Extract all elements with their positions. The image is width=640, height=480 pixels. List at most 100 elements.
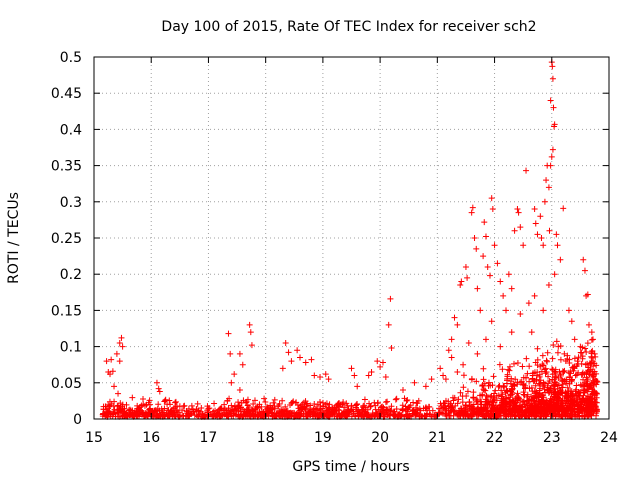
- data-point: [473, 378, 480, 385]
- data-point: [129, 410, 136, 417]
- data-point: [462, 263, 469, 270]
- data-point: [497, 278, 504, 285]
- data-point: [564, 352, 571, 359]
- data-point: [403, 411, 410, 418]
- data-point: [454, 368, 461, 375]
- data-point: [531, 377, 538, 384]
- data-point: [130, 411, 137, 418]
- data-point: [140, 401, 147, 408]
- data-point: [116, 409, 123, 416]
- data-point: [460, 384, 467, 391]
- data-point: [488, 195, 495, 202]
- data-point: [498, 402, 505, 409]
- data-point: [115, 390, 122, 397]
- data-point: [204, 403, 211, 410]
- data-point: [374, 358, 381, 365]
- data-point: [548, 397, 555, 404]
- data-point: [135, 406, 142, 413]
- data-point: [211, 400, 218, 407]
- data-point: [520, 398, 527, 405]
- data-point: [451, 314, 458, 321]
- x-tick-label: 17: [200, 430, 218, 446]
- data-point: [435, 409, 442, 416]
- data-point: [470, 404, 477, 411]
- data-point: [285, 349, 292, 356]
- data-point: [588, 379, 595, 386]
- data-point: [551, 368, 558, 375]
- data-point: [448, 354, 455, 361]
- data-point: [108, 356, 115, 363]
- data-point: [542, 370, 549, 377]
- data-point: [517, 224, 524, 231]
- data-point: [486, 272, 493, 279]
- data-point: [183, 413, 190, 420]
- data-point: [582, 345, 589, 352]
- data-point: [550, 382, 557, 389]
- data-point: [547, 97, 554, 104]
- data-point: [489, 206, 496, 213]
- data-point: [258, 408, 265, 415]
- data-point: [271, 396, 278, 403]
- data-point: [381, 409, 388, 416]
- data-point: [116, 339, 123, 346]
- data-point: [449, 394, 456, 401]
- data-point: [490, 373, 497, 380]
- data-point: [129, 394, 136, 401]
- data-point: [355, 410, 362, 417]
- data-point: [398, 412, 405, 419]
- y-tick-label: 0.05: [51, 376, 82, 392]
- data-point: [225, 330, 232, 337]
- data-point: [594, 406, 601, 413]
- data-point: [520, 391, 527, 398]
- data-point: [384, 398, 391, 405]
- y-tick-label: 0.2: [60, 267, 82, 283]
- data-point: [494, 260, 501, 267]
- data-point: [473, 396, 480, 403]
- y-tick-label: 0: [73, 412, 82, 428]
- data-point: [460, 361, 467, 368]
- data-point: [359, 409, 366, 416]
- data-point: [500, 292, 507, 299]
- data-point: [474, 401, 481, 408]
- x-tick-label: 19: [314, 430, 332, 446]
- data-point: [509, 408, 516, 415]
- data-point: [335, 406, 342, 413]
- data-point: [549, 146, 556, 153]
- data-point: [198, 405, 205, 412]
- data-point: [540, 242, 547, 249]
- data-point: [235, 399, 242, 406]
- data-point: [141, 412, 148, 419]
- data-point: [575, 392, 582, 399]
- data-point: [517, 311, 524, 318]
- data-point: [538, 235, 545, 241]
- data-point: [271, 410, 278, 417]
- data-point: [592, 376, 599, 383]
- data-point: [240, 397, 247, 404]
- data-point: [496, 361, 503, 368]
- data-point: [532, 382, 539, 389]
- data-point: [540, 399, 547, 406]
- data-point: [158, 408, 165, 415]
- data-point: [536, 380, 543, 387]
- y-tick-label: 0.45: [51, 86, 82, 102]
- data-point: [385, 321, 392, 328]
- data-point: [525, 300, 532, 307]
- data-point: [578, 399, 585, 406]
- data-point: [445, 347, 452, 354]
- data-point: [243, 410, 250, 417]
- data-point: [107, 371, 114, 378]
- data-point: [155, 385, 162, 392]
- data-point: [297, 354, 303, 361]
- data-point: [313, 405, 320, 412]
- data-point: [317, 402, 324, 409]
- data-point: [161, 398, 168, 405]
- data-point: [501, 383, 508, 390]
- data-point: [464, 274, 471, 281]
- data-point: [402, 403, 409, 410]
- data-point: [422, 383, 429, 390]
- data-point: [531, 292, 538, 299]
- data-point: [473, 245, 480, 252]
- data-point: [156, 388, 163, 395]
- y-tick-label: 0.15: [51, 303, 82, 319]
- data-point: [448, 336, 455, 343]
